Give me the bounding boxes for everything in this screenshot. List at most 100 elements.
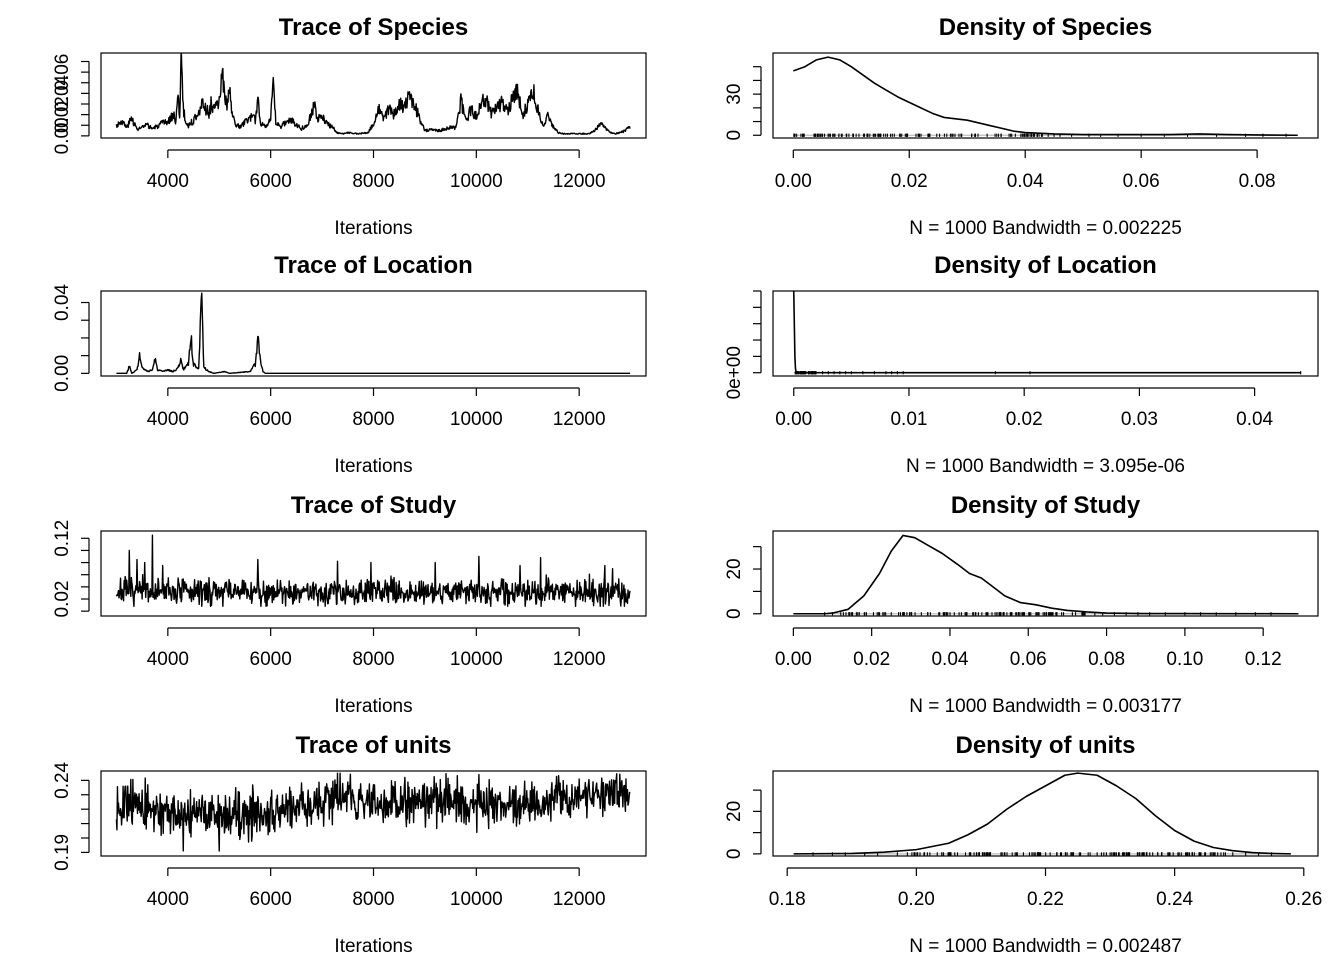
- chart-title: Trace of Location: [274, 252, 473, 279]
- y-tick-label: 0.02: [52, 96, 73, 133]
- x-axis-label: Iterations: [334, 218, 412, 239]
- rug-marks: [793, 133, 1287, 137]
- x-tick-label: 0.26: [1285, 889, 1322, 910]
- x-tick-label: 12000: [553, 649, 606, 670]
- plot-frame: [772, 530, 1319, 617]
- x-tick-label: 0.03: [1121, 409, 1158, 430]
- y-tick-label: 0.02: [52, 581, 73, 618]
- plot-frame: [772, 290, 1319, 377]
- x-tick-label: 0.00: [775, 649, 812, 670]
- x-axis-label: N = 1000 Bandwidth = 3.095e-06: [906, 456, 1185, 477]
- chart-title: Density of Study: [951, 492, 1141, 519]
- x-axis-label: Iterations: [334, 696, 412, 717]
- chart-title: Trace of units: [295, 732, 451, 759]
- x-tick-label: 6000: [250, 889, 292, 910]
- plot-frame: [100, 290, 647, 377]
- chart-title: Density of Location: [934, 252, 1157, 279]
- y-tick-label: 0: [724, 608, 745, 619]
- x-tick-label: 0.00: [775, 409, 812, 430]
- series-line: [115, 534, 631, 607]
- y-tick-label: 30: [724, 84, 745, 105]
- chart-title: Density of units: [955, 732, 1135, 759]
- plot-frame: [100, 52, 647, 139]
- y-tick-label: 20: [724, 801, 745, 822]
- y-tick-label: 0: [724, 849, 745, 860]
- y-tick-label: 0.19: [52, 834, 73, 871]
- x-axis-label: Iterations: [334, 456, 412, 477]
- x-tick-label: 8000: [352, 171, 394, 192]
- x-tick-label: 0.06: [1123, 171, 1160, 192]
- x-axis-label: Iterations: [334, 936, 412, 957]
- x-tick-label: 0.00: [775, 171, 812, 192]
- series-line: [115, 53, 631, 135]
- x-tick-label: 0.06: [1010, 649, 1047, 670]
- x-tick-label: 0.20: [898, 889, 935, 910]
- x-tick-label: 0.02: [853, 649, 890, 670]
- y-tick-label: 0: [724, 130, 745, 141]
- x-tick-label: 0.22: [1027, 889, 1064, 910]
- x-tick-label: 0.02: [891, 171, 928, 192]
- x-tick-label: 0.04: [1007, 171, 1044, 192]
- x-tick-label: 0.08: [1239, 171, 1276, 192]
- y-tick-label: 0.24: [52, 761, 73, 798]
- x-tick-label: 10000: [450, 171, 503, 192]
- x-axis-label: N = 1000 Bandwidth = 0.002225: [909, 218, 1182, 239]
- x-tick-label: 4000: [147, 409, 189, 430]
- rug-marks: [794, 371, 1302, 375]
- series-line: [792, 291, 1301, 374]
- x-tick-label: 0.12: [1245, 649, 1282, 670]
- x-tick-label: 4000: [147, 649, 189, 670]
- series-line: [116, 292, 631, 375]
- plot-frame: [100, 770, 647, 857]
- x-tick-label: 8000: [352, 409, 394, 430]
- x-axis-label: N = 1000 Bandwidth = 0.002487: [909, 936, 1182, 957]
- x-tick-label: 10000: [450, 649, 503, 670]
- x-tick-label: 0.24: [1156, 889, 1193, 910]
- chart-title: Density of Species: [939, 14, 1152, 41]
- y-tick-label: 0.04: [52, 74, 73, 111]
- x-tick-label: 6000: [250, 409, 292, 430]
- chart-panel-density_study: Density of Study 0.00 0.02 0.04 0.06 0.08 0.10…: [724, 492, 1319, 717]
- y-tick-label: 0.12: [52, 520, 73, 557]
- plot-frame: [100, 530, 647, 617]
- x-tick-label: 0.18: [769, 889, 806, 910]
- x-tick-label: 0.04: [931, 649, 968, 670]
- y-tick-label: 20: [724, 558, 745, 579]
- chart-panel-trace_species: Trace of Species 4000 6000 8000 10000 12000 0.…: [52, 14, 647, 239]
- series-line: [115, 772, 631, 852]
- y-tick-label: 0.04: [52, 284, 73, 321]
- x-tick-label: 12000: [553, 889, 606, 910]
- y-tick-label: 0.00: [52, 117, 73, 154]
- x-tick-label: 10000: [450, 889, 503, 910]
- plot-frame: [772, 52, 1319, 139]
- chart-panel-trace_study: Trace of Study 4000 6000 8000 10000 12000 0.02…: [52, 492, 647, 717]
- rug-marks: [824, 612, 1272, 616]
- x-tick-label: 0.10: [1166, 649, 1203, 670]
- chart-panel-trace_location: Trace of Location 4000 6000 8000 10000 12000 0…: [52, 252, 647, 477]
- x-tick-label: 0.01: [890, 409, 927, 430]
- x-tick-label: 8000: [352, 889, 394, 910]
- x-tick-label: 6000: [250, 171, 292, 192]
- series-line: [793, 56, 1298, 137]
- plot-frame: [772, 770, 1319, 857]
- x-tick-label: 12000: [553, 409, 606, 430]
- rug-marks: [812, 852, 1273, 856]
- y-tick-label: 0e+00: [724, 346, 745, 399]
- series-line: [793, 772, 1291, 855]
- x-axis-label: N = 1000 Bandwidth = 0.003177: [909, 696, 1182, 717]
- x-tick-label: 4000: [147, 171, 189, 192]
- x-tick-label: 4000: [147, 889, 189, 910]
- x-tick-label: 8000: [352, 649, 394, 670]
- series-line: [793, 534, 1299, 615]
- x-tick-label: 12000: [553, 171, 606, 192]
- x-tick-label: 0.02: [1006, 409, 1043, 430]
- x-tick-label: 10000: [450, 409, 503, 430]
- chart-panel-density_location: Density of Location 0.00 0.01 0.02 0.03 0.04 0…: [724, 252, 1319, 477]
- chart-title: Trace of Species: [279, 14, 468, 41]
- y-tick-label: 0.06: [52, 54, 73, 91]
- chart-panel-density_species: Density of Species 0.00 0.02 0.04 0.06 0.08 0 3…: [724, 14, 1319, 239]
- x-tick-label: 6000: [250, 649, 292, 670]
- chart-panel-density_units: Density of units 0.18 0.20 0.22 0.24 0.26 0 20 N…: [724, 732, 1322, 957]
- y-tick-label: 0.00: [52, 355, 73, 392]
